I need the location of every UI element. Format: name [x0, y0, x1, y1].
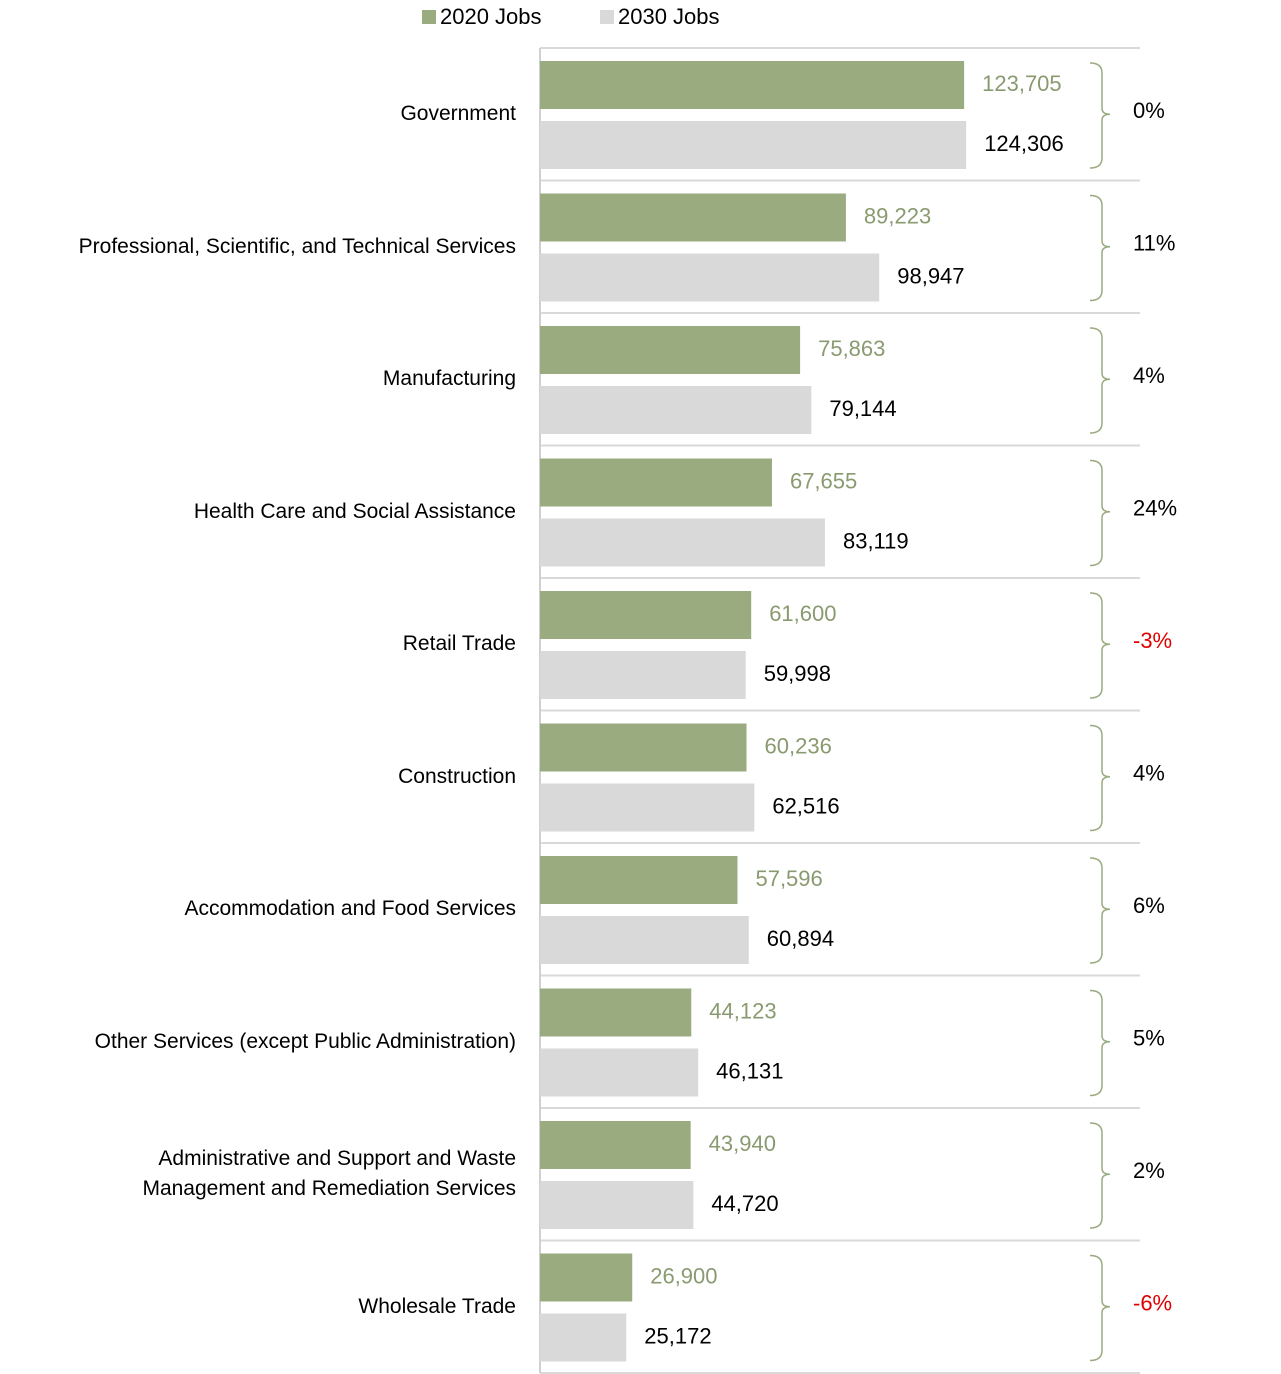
- value-label: 62,516: [772, 793, 839, 818]
- value-label: 60,894: [767, 926, 834, 951]
- bar: [540, 61, 965, 109]
- value-label: 89,223: [864, 203, 931, 228]
- value-label: 26,900: [650, 1263, 717, 1288]
- bar: [540, 1253, 633, 1302]
- value-label: 79,144: [829, 396, 896, 421]
- bracket: [1089, 724, 1111, 832]
- value-label: 98,947: [897, 263, 964, 288]
- value-label: 44,720: [711, 1191, 778, 1216]
- legend-swatch: [422, 10, 436, 24]
- bar: [540, 121, 967, 169]
- bracket: [1089, 327, 1111, 434]
- bar: [540, 193, 846, 242]
- legend-label: 2030 Jobs: [618, 4, 720, 29]
- value-label: 44,123: [709, 998, 776, 1023]
- category-label: Accommodation and Food Services: [184, 897, 517, 921]
- category-label: Health Care and Social Assistance: [193, 499, 516, 523]
- category-label: Government: [400, 102, 516, 126]
- bracket: [1089, 459, 1111, 567]
- bar: [540, 988, 692, 1037]
- change-label: -6%: [1133, 1291, 1172, 1316]
- category-label: Administrative and Support and Waste Man…: [142, 1147, 516, 1201]
- value-label: 60,236: [765, 733, 832, 758]
- category-label: Retail Trade: [402, 632, 516, 656]
- category-label: Professional, Scientific, and Technical …: [78, 234, 516, 258]
- value-label: 46,131: [716, 1058, 783, 1083]
- change-label: 24%: [1133, 496, 1177, 521]
- bar: [540, 856, 738, 904]
- value-label: 61,600: [769, 601, 836, 626]
- bracket: [1089, 592, 1111, 699]
- bracket: [1089, 1254, 1111, 1362]
- legend-label: 2020 Jobs: [440, 4, 542, 29]
- bar: [540, 518, 825, 567]
- value-label: 123,705: [982, 71, 1062, 96]
- category-label: Wholesale Trade: [358, 1294, 516, 1318]
- change-label: 2%: [1133, 1158, 1165, 1183]
- bar: [540, 916, 749, 964]
- bar: [540, 783, 755, 832]
- bar: [540, 386, 812, 434]
- category-label: Manufacturing: [382, 367, 516, 391]
- bar: [540, 1181, 694, 1229]
- bar: [540, 458, 772, 507]
- bracket: [1089, 989, 1111, 1097]
- value-label: 57,596: [755, 866, 822, 891]
- bracket: [1089, 194, 1111, 302]
- bar: [540, 591, 752, 639]
- change-label: 5%: [1133, 1026, 1165, 1051]
- bar: [540, 1313, 627, 1362]
- category-label: Construction: [398, 764, 516, 788]
- value-label: 124,306: [984, 131, 1064, 156]
- category-label: Other Services (except Public Administra…: [94, 1029, 516, 1053]
- bracket: [1089, 62, 1111, 169]
- change-label: -3%: [1133, 628, 1172, 653]
- value-label: 25,172: [644, 1323, 711, 1348]
- value-label: 43,940: [709, 1131, 776, 1156]
- change-label: 0%: [1133, 98, 1165, 123]
- bar: [540, 651, 746, 699]
- legend-swatch: [600, 10, 614, 24]
- bar: [540, 1121, 691, 1169]
- bar: [540, 326, 801, 374]
- bracket: [1089, 1122, 1111, 1229]
- change-label: 6%: [1133, 893, 1165, 918]
- value-label: 59,998: [764, 661, 831, 686]
- value-label: 67,655: [790, 468, 857, 493]
- value-label: 75,863: [818, 336, 885, 361]
- bar: [540, 723, 747, 772]
- bar: [540, 1048, 699, 1097]
- change-label: 11%: [1133, 231, 1175, 256]
- bar: [540, 253, 880, 302]
- value-label: 83,119: [843, 528, 909, 553]
- change-label: 4%: [1133, 363, 1165, 388]
- bracket: [1089, 857, 1111, 964]
- change-label: 4%: [1133, 761, 1165, 786]
